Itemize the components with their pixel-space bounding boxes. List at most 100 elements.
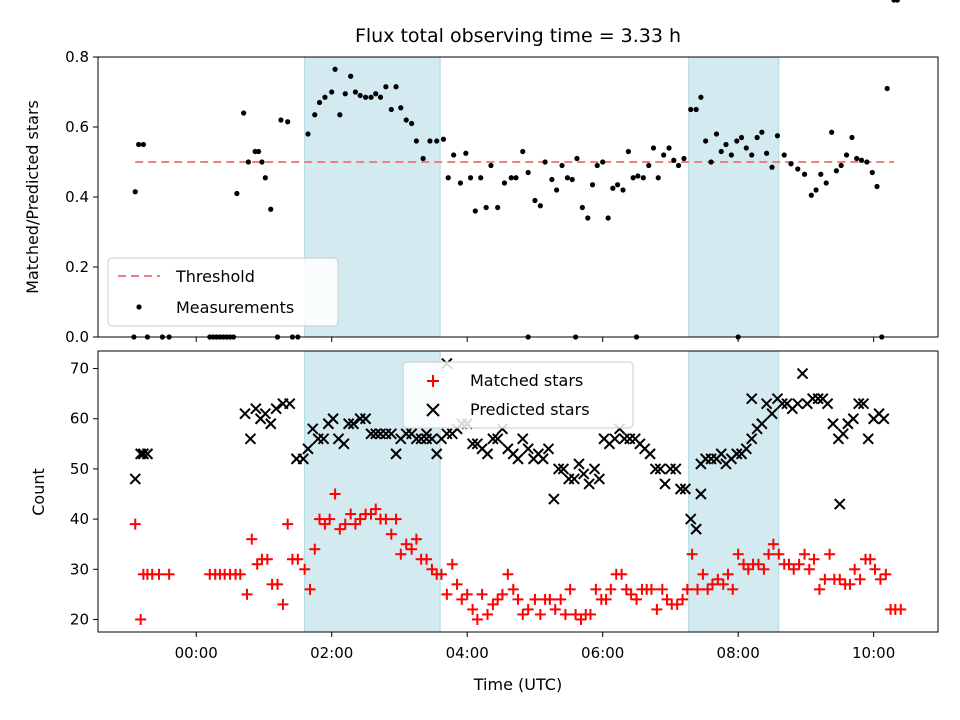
measurement-point	[864, 159, 870, 165]
measurement-point	[457, 180, 464, 186]
measurement-point	[874, 183, 880, 190]
predicted-star-point	[431, 448, 443, 460]
predicted-star-point	[327, 413, 339, 425]
measurement-point	[574, 155, 580, 162]
x-tick-label: 02:00	[310, 644, 353, 662]
top-y-tick-label: 0.2	[65, 258, 89, 276]
measurement-point	[666, 145, 672, 151]
matched-star-point	[742, 563, 754, 575]
predicted-star-point	[250, 402, 262, 415]
measurement-point	[843, 152, 850, 158]
predicted-star-point	[827, 418, 839, 430]
matched-star-point	[314, 513, 326, 525]
matched-star-point	[395, 548, 407, 560]
predicted-star-point	[491, 433, 504, 445]
predicted-star-point	[812, 392, 824, 405]
measurement-point	[854, 155, 860, 162]
top-y-tick-label: 0.4	[65, 188, 89, 206]
measurement-point	[368, 94, 374, 100]
measurement-point	[305, 131, 311, 137]
predicted-star-point	[557, 463, 570, 475]
matched-star-point	[712, 573, 724, 585]
measurement-point	[646, 162, 652, 169]
measurement-point	[495, 204, 501, 211]
bottom-plot-frame	[97, 350, 939, 633]
measurement-point	[795, 166, 801, 172]
bottom-y-axis-label: Count	[29, 468, 48, 516]
matched-star-point	[570, 608, 582, 620]
matched-star-point	[522, 603, 534, 615]
matched-star-point	[738, 558, 750, 570]
bottom-y-tick-label: 70	[70, 360, 89, 378]
measurement-point	[600, 159, 606, 165]
matched-star-point	[329, 488, 341, 500]
measurement-point	[808, 192, 814, 198]
matched-star-point	[656, 583, 668, 595]
measurement-point	[513, 175, 519, 181]
predicted-star-point	[420, 428, 433, 440]
measurement-point	[738, 134, 745, 141]
predicted-star-point	[552, 463, 565, 475]
measurement-point	[849, 134, 855, 141]
measurement-point	[884, 85, 890, 92]
matched-star-point	[706, 578, 718, 590]
matched-star-point	[163, 568, 175, 580]
predicted-star-point	[370, 428, 382, 440]
measurement-point	[362, 94, 369, 100]
matched-star-point	[575, 613, 587, 625]
matched-star-point	[272, 578, 284, 590]
measurement-point	[754, 134, 760, 141]
predicted-star-point	[259, 408, 272, 420]
predicted-star-point	[542, 443, 555, 455]
predicted-star-point	[766, 408, 778, 420]
matched-star-point	[334, 523, 346, 535]
measurement-point	[688, 106, 694, 113]
predicted-star-point	[593, 473, 605, 485]
predicted-star-point	[390, 448, 402, 460]
matched-star-point	[435, 568, 447, 580]
measurement-point	[413, 138, 419, 144]
top-y-tick-label: 0.6	[65, 118, 89, 136]
x-tick-label: 06:00	[581, 644, 624, 662]
bottom-y-tick-label: 40	[70, 510, 89, 528]
predicted-star-point	[583, 478, 595, 490]
matched-star-point	[277, 598, 289, 610]
predicted-star-point	[244, 433, 257, 445]
matched-star-point	[544, 593, 556, 605]
measurement-point	[650, 145, 657, 151]
predicted-star-point	[853, 397, 865, 410]
threshold-legend-label: Threshold	[175, 267, 255, 286]
measurement-point	[398, 105, 404, 111]
predicted-star-point	[365, 428, 377, 440]
predicted-star-point	[347, 418, 360, 430]
predicted-star-point	[674, 483, 687, 495]
measurement-point	[520, 148, 526, 155]
measurement-point	[508, 175, 514, 181]
matched-star-point	[874, 573, 886, 585]
matched-legend-swatch	[427, 375, 439, 387]
measurement-point	[140, 141, 146, 148]
matched-star-point	[844, 578, 856, 590]
measurement-point	[614, 182, 621, 188]
measurement-point	[525, 169, 531, 176]
measurement-point	[708, 159, 714, 165]
matched-star-point	[677, 593, 689, 605]
matched-star-point	[555, 593, 567, 605]
matched-star-point	[339, 518, 351, 530]
matched-star-point	[895, 603, 907, 615]
x-axis-label: Time (UTC)	[473, 675, 562, 694]
measurement-point	[285, 119, 291, 125]
matched-star-point	[849, 563, 861, 575]
measurement-point	[813, 187, 819, 193]
measurement-point	[554, 187, 560, 193]
measurement-point	[829, 129, 835, 135]
measurement-point	[894, 0, 900, 3]
x-tick-label: 08:00	[717, 644, 760, 662]
measurement-point	[749, 152, 755, 158]
measurement-point	[869, 169, 875, 176]
matched-star-point	[324, 513, 336, 525]
predicted-star-point	[129, 473, 141, 485]
top-y-tick-label: 0.8	[65, 48, 89, 66]
predicted-star-point	[487, 433, 499, 445]
